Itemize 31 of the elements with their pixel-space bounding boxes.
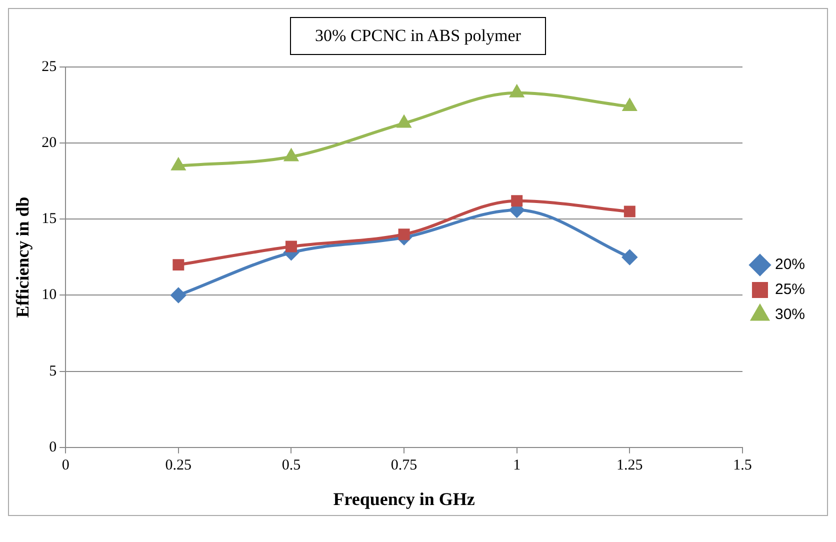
legend-label: 25% (774, 281, 806, 298)
point (172, 158, 186, 170)
x-tick-label: 1.5 (733, 457, 752, 474)
x-axis-title: Frequency in GHz (333, 488, 475, 509)
point (510, 85, 524, 98)
x-tick-label: 1 (513, 457, 521, 474)
y-tick-label: 5 (49, 363, 57, 380)
point (398, 228, 410, 240)
y-tick-label: 0 (49, 439, 57, 456)
y-axis-title: Efficiency in db (12, 196, 32, 318)
point (397, 116, 411, 128)
y-tick-label: 10 (42, 287, 57, 304)
legend-label: 30% (774, 306, 806, 324)
point (172, 259, 184, 271)
point (284, 149, 298, 162)
chart-title: 30% CPCNC in ABS polymer (290, 17, 546, 55)
point (170, 288, 186, 303)
x-tick-label: 0.75 (390, 457, 418, 474)
legend-label: 20% (774, 256, 806, 274)
x-tick-label: 0.5 (282, 457, 301, 474)
x-tick-label: 0 (62, 457, 70, 474)
x-tick-label: 1.25 (616, 457, 643, 474)
x-tick-label: 0.25 (165, 457, 192, 474)
y-tick-label: 20 (42, 135, 57, 152)
y-tick-label: 15 (42, 211, 57, 228)
point (624, 206, 636, 218)
point (622, 250, 638, 265)
point (622, 99, 636, 112)
point (511, 195, 523, 207)
point (285, 240, 297, 252)
y-tick-label: 25 (42, 58, 57, 75)
